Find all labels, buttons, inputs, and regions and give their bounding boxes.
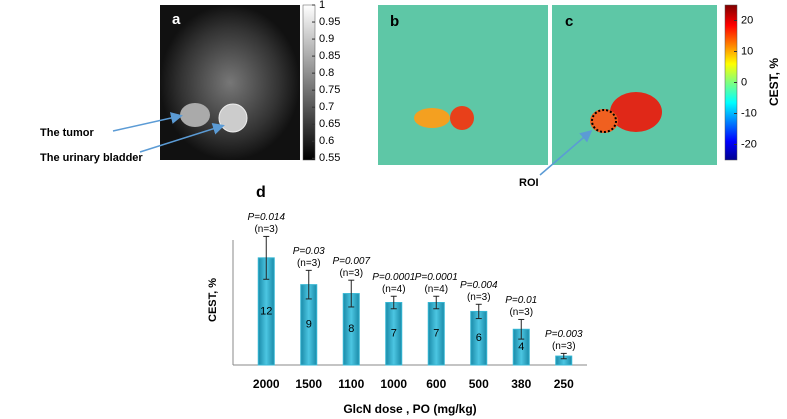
x-tick-label: 600 xyxy=(426,377,446,391)
x-tick-label: 1500 xyxy=(295,377,322,391)
colorbar-tick-label: 0.75 xyxy=(319,84,340,96)
p-value: P=0.004 xyxy=(460,280,498,291)
bladder-region xyxy=(218,103,248,133)
colorbar-tick-label: 0.95 xyxy=(319,16,340,28)
x-axis-label: GlcN dose , PO (mg/kg) xyxy=(343,402,476,416)
p-value: P=0.003 xyxy=(545,329,583,340)
n-label: (n=4) xyxy=(382,284,406,295)
arrow xyxy=(139,123,225,153)
value-label: 4 xyxy=(518,341,524,353)
x-tick-label: 1100 xyxy=(338,377,364,391)
value-label: 7 xyxy=(433,328,439,340)
p-value: P=0.0001 xyxy=(415,272,458,283)
colorbar-tick-label: -10 xyxy=(741,107,757,119)
x-tick-label: 1000 xyxy=(380,377,407,391)
colorbar-tick-label: 0.9 xyxy=(319,33,334,45)
colorbar-tick-label: 0.55 xyxy=(319,152,340,164)
colorbar-tick-label: -20 xyxy=(741,138,757,150)
n-label: (n=3) xyxy=(552,341,576,352)
x-tick-label: 2000 xyxy=(253,377,280,391)
x-tick-label: 250 xyxy=(554,377,574,391)
n-label: (n=3) xyxy=(297,258,321,269)
colorbar-tick-label: 1 xyxy=(319,0,325,11)
x-tick-label: 500 xyxy=(469,377,489,391)
value-label: 12 xyxy=(260,305,272,317)
colorbar-tick-label: 0.8 xyxy=(319,67,334,79)
tumor-region xyxy=(180,103,210,127)
colorbar-tick-label: 0.6 xyxy=(319,135,334,147)
y-axis-label: CEST, % xyxy=(207,278,219,322)
cest-region xyxy=(610,92,662,132)
gray-colorbar xyxy=(302,4,316,161)
n-label: (n=3) xyxy=(467,292,491,303)
annotation: The urinary bladder xyxy=(40,152,143,164)
colorbar-tick-label: 20 xyxy=(741,14,753,26)
arrow xyxy=(539,130,593,176)
p-value: P=0.007 xyxy=(332,256,370,267)
n-label: (n=3) xyxy=(254,224,278,235)
colorbar-tick-label: 10 xyxy=(741,45,753,57)
value-label: 7 xyxy=(391,328,397,340)
value-label: 8 xyxy=(348,323,354,335)
p-value: P=0.014 xyxy=(247,212,285,223)
annotation: The tumor xyxy=(40,127,94,139)
n-label: (n=4) xyxy=(424,284,448,295)
value-label: 9 xyxy=(306,319,312,331)
cest-region xyxy=(590,109,618,133)
p-value: P=0.03 xyxy=(293,246,325,257)
cest-map xyxy=(552,5,717,165)
value-label: 6 xyxy=(476,332,482,344)
arrow xyxy=(112,112,183,132)
panel-label: b xyxy=(390,13,399,30)
colorbar-tick-label: 0.7 xyxy=(319,101,334,113)
annotation: ROI xyxy=(519,177,539,189)
mri-image xyxy=(160,5,300,160)
cest-map xyxy=(378,5,548,165)
p-value: P=0.01 xyxy=(505,295,537,306)
panel-label: a xyxy=(172,11,181,28)
x-tick-label: 380 xyxy=(511,377,531,391)
colorbar-tick-label: 0.65 xyxy=(319,118,340,130)
n-label: (n=3) xyxy=(339,268,363,279)
panel-label: d xyxy=(256,184,266,201)
p-value: P=0.0001 xyxy=(372,272,415,283)
roi-outline xyxy=(591,109,617,133)
cest-region xyxy=(414,108,450,128)
colorbar-tick-label: 0.85 xyxy=(319,50,340,62)
cest-region xyxy=(450,106,474,130)
colorbar-label: CEST, % xyxy=(767,58,781,106)
n-label: (n=3) xyxy=(509,307,533,318)
colorbar-tick-label: 0 xyxy=(741,76,747,88)
panel-label: c xyxy=(565,13,573,30)
